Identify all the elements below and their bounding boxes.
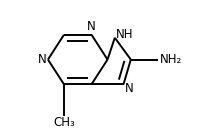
Text: NH: NH <box>116 28 134 41</box>
Text: NH₂: NH₂ <box>160 53 182 66</box>
Text: CH₃: CH₃ <box>53 116 75 129</box>
Text: N: N <box>125 82 134 95</box>
Text: N: N <box>87 20 96 33</box>
Text: N: N <box>38 53 46 66</box>
